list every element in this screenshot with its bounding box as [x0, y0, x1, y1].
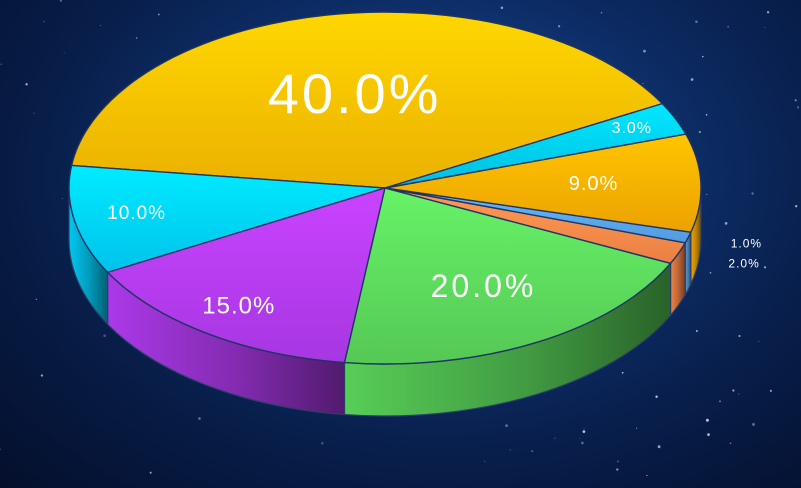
star-decoration [758, 340, 760, 343]
slice-label-3: 20.0% [431, 268, 537, 304]
star-decoration [621, 371, 624, 374]
slice-label-6: 9.0% [569, 173, 619, 195]
star-decoration [695, 20, 698, 23]
star-decoration [600, 11, 603, 14]
star-decoration [63, 52, 65, 54]
star-decoration [616, 460, 619, 463]
star-decoration [702, 55, 704, 58]
star-decoration [531, 450, 534, 453]
star-decoration [698, 130, 701, 134]
pie-slice-2 [106, 187, 386, 364]
star-decoration [33, 112, 35, 114]
slice-label-7: 3.0% [612, 120, 652, 137]
star-decoration [581, 441, 584, 445]
star-decoration [738, 334, 741, 338]
star-decoration [752, 422, 755, 426]
star-decoration [709, 271, 712, 274]
star-decoration [766, 11, 770, 14]
star-decoration [554, 437, 556, 439]
star-decoration [557, 25, 561, 28]
star-decoration [0, 63, 2, 66]
star-decoration [0, 448, 1, 451]
star-decoration [198, 417, 201, 420]
star-decoration [483, 460, 486, 463]
star-decoration [149, 471, 152, 474]
pie-slice-1 [68, 164, 386, 274]
pie-slice-7 [384, 102, 687, 189]
star-decoration [769, 389, 773, 393]
star-decoration [794, 99, 797, 102]
star-decoration [642, 83, 644, 84]
star-decoration [500, 6, 504, 10]
pie-slice-3 [343, 187, 672, 365]
star-decoration [706, 193, 708, 196]
star-decoration [157, 13, 160, 16]
star-decoration [135, 37, 138, 39]
star-decoration [321, 441, 324, 445]
star-decoration [732, 389, 735, 392]
star-decoration [35, 298, 37, 300]
star-decoration [751, 192, 754, 195]
star-decoration [655, 395, 658, 399]
slice-label-1: 10.0% [107, 203, 166, 224]
star-decoration [636, 427, 638, 429]
star-decoration [616, 468, 619, 471]
star-decoration [695, 330, 698, 332]
star-decoration [719, 400, 721, 402]
star-decoration [646, 474, 648, 477]
star-decoration [40, 374, 44, 377]
pie-slice-0 [70, 11, 664, 189]
star-decoration [690, 78, 694, 81]
star-decoration [59, 0, 62, 2]
star-decoration [764, 27, 766, 29]
star-decoration [795, 205, 798, 208]
slice-label-0: 40.0% [268, 62, 442, 125]
star-decoration [643, 49, 646, 53]
star-decoration [61, 197, 63, 200]
star-decoration [100, 25, 101, 26]
star-decoration [796, 106, 800, 109]
pie-slice-6 [384, 133, 702, 233]
star-decoration [724, 222, 728, 225]
star-decoration [729, 442, 732, 445]
star-decoration [505, 424, 509, 428]
star-decoration [582, 430, 586, 433]
star-decoration [103, 334, 107, 338]
star-decoration [509, 449, 511, 451]
star-decoration [727, 26, 729, 28]
star-decoration [579, 437, 581, 439]
star-decoration [25, 83, 28, 86]
slice-label-4: 2.0% [728, 256, 759, 270]
star-decoration [707, 433, 710, 436]
star-decoration [738, 393, 740, 395]
star-decoration [705, 113, 708, 116]
star-decoration [763, 266, 767, 269]
star-decoration [705, 418, 709, 422]
star-decoration [43, 21, 45, 23]
star-decoration [583, 427, 585, 429]
star-decoration [657, 445, 661, 449]
slice-label-2: 15.0% [202, 292, 275, 319]
slice-label-5: 1.0% [731, 237, 762, 251]
